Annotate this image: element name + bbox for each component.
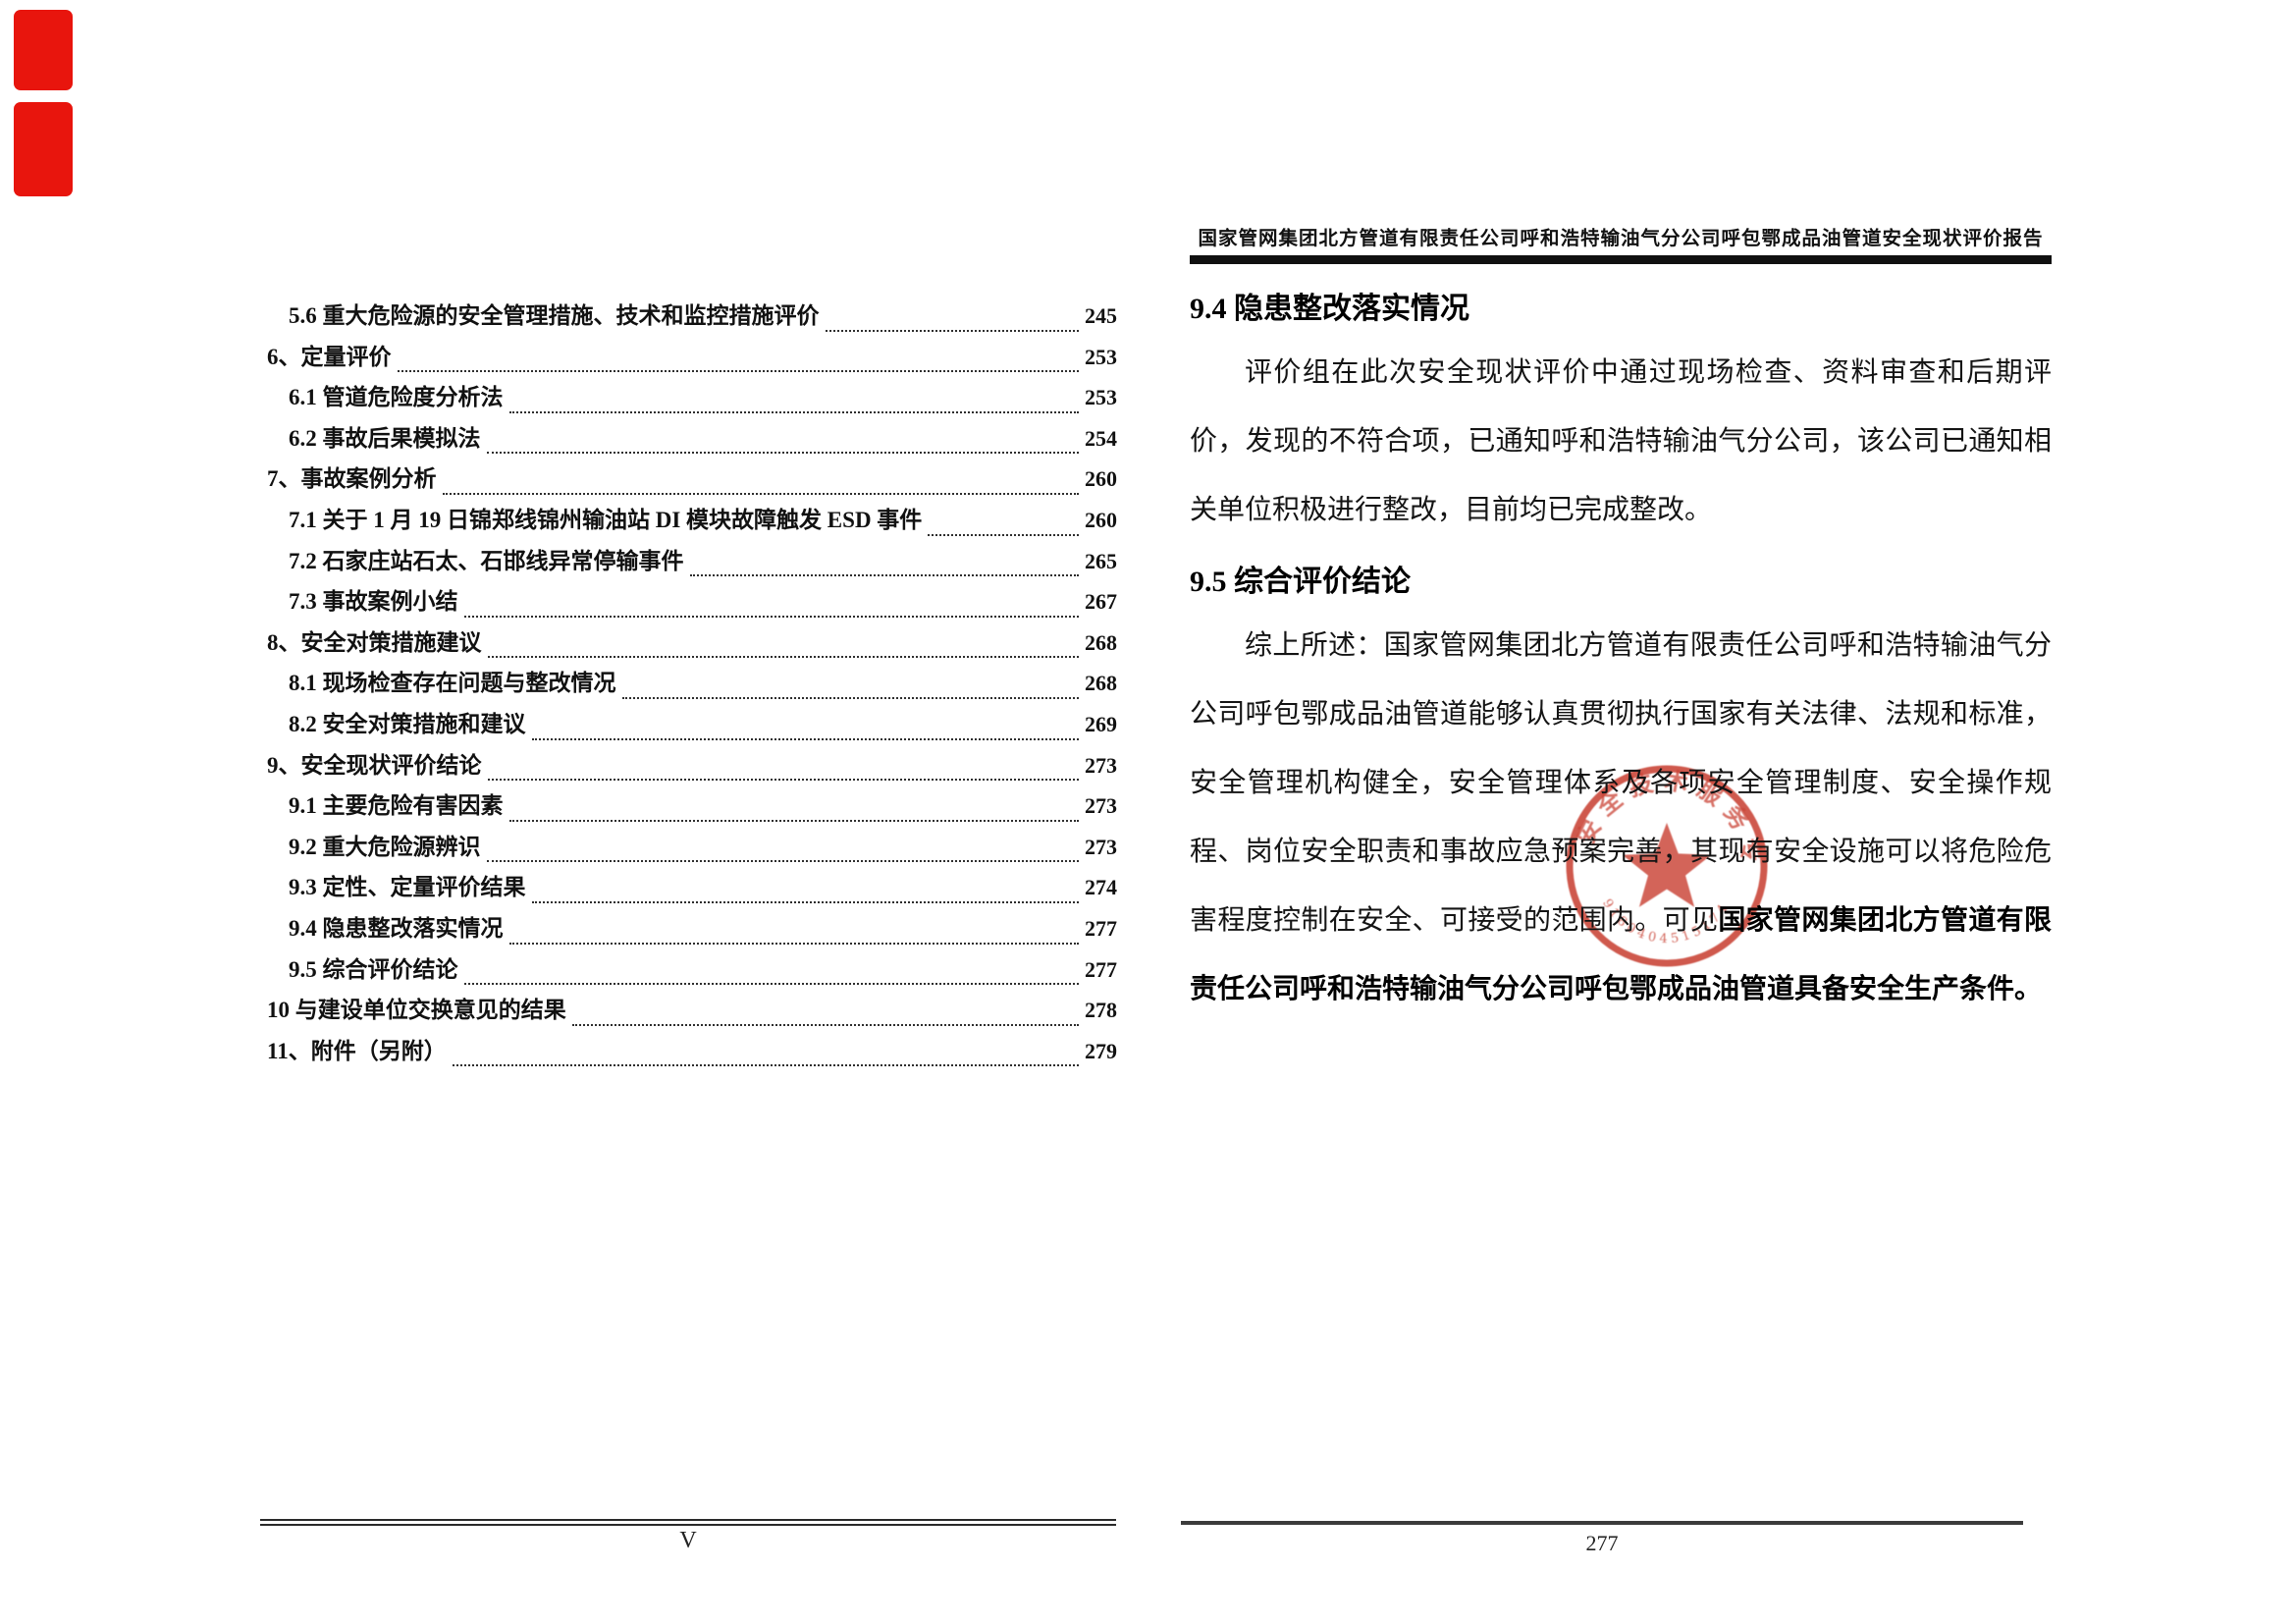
toc-entry-label: 10 与建设单位交换意见的结果: [267, 998, 566, 1023]
dot-leader: [463, 615, 1079, 618]
dot-leader: [452, 1064, 1079, 1067]
toc-entry: 8.1 现场检查存在问题与整改情况 268: [267, 664, 1117, 705]
toc-entry-label: 9.4 隐患整改落实情况: [289, 915, 504, 941]
dot-leader: [508, 410, 1079, 413]
toc-entry-label: 11、附件（另附）: [267, 1038, 447, 1063]
toc-entry-page: 268: [1085, 629, 1117, 655]
toc-entry: 9、安全现状评价结论 273: [267, 746, 1117, 787]
dot-leader: [928, 533, 1079, 536]
toc-entry: 8、安全对策措施建议 268: [267, 623, 1117, 665]
toc-entry-label: 9.5 综合评价结论: [289, 956, 458, 982]
dot-leader: [487, 656, 1079, 659]
dot-leader: [442, 492, 1079, 495]
toc-entry: 11、附件（另附） 279: [267, 1032, 1117, 1073]
toc-entry-page: 260: [1085, 507, 1117, 532]
toc-entry-page: 245: [1085, 303, 1117, 328]
toc-entry: 7.3 事故案例小结 267: [267, 582, 1117, 623]
dot-leader: [571, 1023, 1079, 1026]
toc-entry-label: 9.3 定性、定量评价结果: [289, 875, 526, 900]
toc-entry-label: 8、安全对策措施建议: [267, 629, 482, 655]
toc-entry-page: 278: [1085, 998, 1117, 1023]
corner-red-mark-bottom: [14, 102, 73, 196]
dot-leader: [397, 370, 1079, 373]
toc-entry-label: 9.2 重大危险源辨识: [289, 834, 481, 859]
right-page-number: 277: [1585, 1531, 1619, 1555]
toc-entry-page: 274: [1085, 875, 1117, 900]
toc-entry: 6、定量评价 253: [267, 338, 1117, 379]
dot-leader: [508, 942, 1079, 945]
dot-leader: [531, 900, 1079, 903]
right-page-footer-rule: [1181, 1521, 2023, 1525]
toc-entry-page: 269: [1085, 711, 1117, 736]
toc-entry-label: 7.3 事故案例小结: [289, 589, 458, 615]
section-9-5-paragraph: 综上所述：国家管网集团北方管道有限责任公司呼和浩特输油气分公司呼包鄂成品油管道能…: [1190, 612, 2052, 1024]
dot-leader: [487, 779, 1079, 782]
dot-leader: [825, 329, 1079, 332]
dot-leader: [621, 696, 1079, 699]
seal-ring: [1566, 765, 1768, 967]
toc-entry-page: 260: [1085, 466, 1117, 492]
toc-entry-page: 265: [1085, 548, 1117, 573]
toc-entry: 7、事故案例分析 260: [267, 460, 1117, 501]
dot-leader: [531, 737, 1079, 740]
toc-entry: 9.5 综合评价结论 277: [267, 950, 1117, 992]
toc-entry: 7.2 石家庄站石太、石邯线异常停输事件 265: [267, 542, 1117, 583]
section-9-4-heading: 9.4 隐患整改落实情况: [1190, 293, 1469, 325]
left-page-footer-rule: [260, 1519, 1116, 1526]
toc-entry: 8.2 安全对策措施和建议 269: [267, 705, 1117, 746]
right-page: 国家管网集团北方管道有限责任公司呼和浩特输油气分公司呼包鄂成品油管道安全现状评价…: [1190, 222, 2052, 1024]
toc-entry-page: 273: [1085, 793, 1117, 819]
dot-leader: [508, 819, 1079, 822]
toc-entry: 5.6 重大危险源的安全管理措施、技术和监控措施评价 245: [267, 297, 1117, 338]
toc-entry: 9.2 重大危险源辨识 273: [267, 828, 1117, 869]
toc-entry-label: 6、定量评价: [267, 344, 392, 369]
toc-entry-page: 277: [1085, 956, 1117, 982]
report-header-title: 国家管网集团北方管道有限责任公司呼和浩特输油气分公司呼包鄂成品油管道安全现状评价…: [1198, 229, 2044, 249]
table-of-contents: 5.6 重大危险源的安全管理措施、技术和监控措施评价 245 6、定量评价 253 …: [267, 297, 1117, 1072]
toc-entry-label: 9.1 主要危险有害因素: [289, 793, 504, 819]
toc-entry-label: 9、安全现状评价结论: [267, 752, 482, 778]
left-page-number: V: [679, 1528, 697, 1553]
header-rule: [1190, 255, 2052, 264]
toc-entry-page: 254: [1085, 425, 1117, 451]
toc-entry-page: 273: [1085, 752, 1117, 778]
toc-entry-label: 8.2 安全对策措施和建议: [289, 711, 526, 736]
toc-entry-page: 273: [1085, 834, 1117, 859]
toc-entry: 7.1 关于 1 月 19 日锦郑线锦州输油站 DI 模块故障触发 ESD 事件…: [267, 501, 1117, 542]
toc-entry-label: 6.2 事故后果模拟法: [289, 425, 481, 451]
toc-entry: 6.2 事故后果模拟法 254: [267, 419, 1117, 460]
dot-leader: [463, 983, 1079, 986]
toc-entry-page: 279: [1085, 1038, 1117, 1063]
toc-entry: 9.3 定性、定量评价结果 274: [267, 868, 1117, 909]
toc-entry-page: 253: [1085, 344, 1117, 369]
toc-entry: 10 与建设单位交换意见的结果 278: [267, 991, 1117, 1032]
red-seal-stamp: 安全技术服务专用章 9180404515174: [1563, 762, 1768, 967]
toc-entry: 9.4 隐患整改落实情况 277: [267, 909, 1117, 950]
section-9-5-paragraph-bold-conclusion: 国家管网集团北方管道有限责任公司呼和浩特输油气分公司呼包鄂成品油管道具备安全生产…: [1190, 905, 2052, 1004]
toc-entry-label: 8.1 现场检查存在问题与整改情况: [289, 671, 616, 696]
toc-entry-label: 7.1 关于 1 月 19 日锦郑线锦州输油站 DI 模块故障触发 ESD 事件: [289, 507, 923, 532]
dot-leader: [689, 574, 1079, 577]
corner-red-mark-top: [14, 10, 73, 90]
section-9-4-paragraph: 评价组在此次安全现状评价中通过现场检查、资料审查和后期评价，发现的不符合项，已通…: [1190, 357, 2052, 525]
dot-leader: [486, 860, 1079, 863]
toc-entry-label: 5.6 重大危险源的安全管理措施、技术和监控措施评价: [289, 303, 820, 328]
toc-entry-page: 253: [1085, 385, 1117, 410]
toc-entry-label: 6.1 管道危险度分析法: [289, 385, 504, 410]
toc-entry: 9.1 主要危险有害因素 273: [267, 786, 1117, 828]
toc-entry-page: 268: [1085, 671, 1117, 696]
toc-entry-label: 7、事故案例分析: [267, 466, 437, 492]
dot-leader: [486, 452, 1079, 455]
section-9-5-paragraph-lead: 综上所述：国家管网集团北方管道有限责任公司呼和浩特输油气分公司呼包鄂成品油管道能…: [1190, 630, 2052, 936]
seal-star-icon: [1622, 823, 1712, 907]
toc-entry-page: 267: [1085, 589, 1117, 615]
section-9-5-heading: 9.5 综合评价结论: [1190, 566, 1411, 598]
toc-entry: 6.1 管道危险度分析法 253: [267, 378, 1117, 419]
toc-entry-label: 7.2 石家庄站石太、石邯线异常停输事件: [289, 548, 684, 573]
toc-entry-page: 277: [1085, 915, 1117, 941]
